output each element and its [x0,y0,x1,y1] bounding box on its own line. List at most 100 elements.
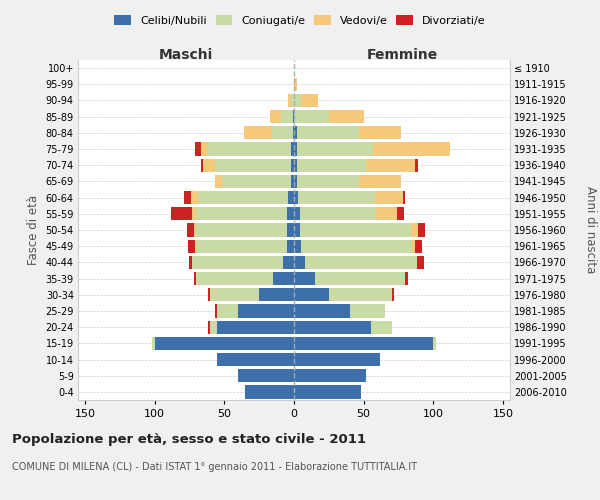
Bar [297,126,359,140]
Bar [359,175,401,188]
Bar [152,336,155,350]
Bar [194,224,196,236]
Bar [291,94,294,107]
Bar [196,240,287,253]
Bar [287,240,294,253]
Bar [294,175,297,188]
Bar [298,191,375,204]
Bar [375,191,403,204]
Text: COMUNE DI MILENA (CL) - Dati ISTAT 1° gennaio 2011 - Elaborazione TUTTITALIA.IT: COMUNE DI MILENA (CL) - Dati ISTAT 1° ge… [12,462,417,472]
Bar [371,320,392,334]
Text: Maschi: Maschi [159,48,213,62]
Bar [411,224,418,236]
Bar [297,142,373,156]
Bar [294,158,297,172]
Bar [315,272,406,285]
Bar [221,175,291,188]
Bar [406,272,408,285]
Bar [294,142,297,156]
Bar [190,256,192,269]
Bar [211,320,217,334]
Bar [376,207,397,220]
Bar [217,304,238,318]
Bar [273,272,294,285]
Legend: Celibi/Nubili, Coniugati/e, Vedovi/e, Divorziati/e: Celibi/Nubili, Coniugati/e, Vedovi/e, Di… [110,10,490,30]
Bar [293,126,294,140]
Bar [367,158,415,172]
Bar [294,369,367,382]
Text: Popolazione per età, sesso e stato civile - 2011: Popolazione per età, sesso e stato civil… [12,432,366,446]
Bar [195,142,200,156]
Bar [294,336,433,350]
Bar [208,142,291,156]
Bar [194,272,196,285]
Bar [211,288,259,302]
Bar [392,288,394,302]
Bar [294,386,361,398]
Bar [192,256,283,269]
Bar [238,369,294,382]
Bar [299,224,411,236]
Bar [215,158,291,172]
Bar [415,158,418,172]
Bar [217,320,294,334]
Bar [294,78,297,91]
Bar [215,175,221,188]
Bar [203,158,215,172]
Bar [188,240,195,253]
Bar [291,175,294,188]
Bar [293,110,294,124]
Bar [281,110,293,124]
Bar [294,191,298,204]
Bar [294,353,380,366]
Y-axis label: Anni di nascita: Anni di nascita [584,186,597,274]
Bar [294,94,301,107]
Bar [305,256,416,269]
Bar [350,304,385,318]
Bar [294,272,315,285]
Bar [299,207,376,220]
Y-axis label: Fasce di età: Fasce di età [27,195,40,265]
Bar [297,158,367,172]
Bar [329,110,364,124]
Bar [289,191,294,204]
Bar [329,288,392,302]
Bar [215,304,217,318]
Bar [272,126,293,140]
Bar [373,142,450,156]
Bar [301,240,412,253]
Bar [403,191,406,204]
Bar [294,110,329,124]
Bar [301,94,317,107]
Bar [291,158,294,172]
Bar [200,158,203,172]
Bar [294,288,329,302]
Bar [172,207,192,220]
Bar [418,224,425,236]
Bar [291,142,294,156]
Bar [191,191,198,204]
Bar [287,224,294,236]
Bar [192,207,196,220]
Bar [245,386,294,398]
Bar [196,224,287,236]
Bar [196,272,273,285]
Bar [271,110,281,124]
Bar [294,207,299,220]
Bar [208,288,211,302]
Bar [359,126,401,140]
Text: Femmine: Femmine [367,48,437,62]
Bar [294,224,299,236]
Bar [244,126,272,140]
Bar [294,320,371,334]
Bar [294,256,305,269]
Bar [415,240,422,253]
Bar [416,256,424,269]
Bar [208,320,211,334]
Bar [283,256,294,269]
Bar [433,336,436,350]
Bar [238,304,294,318]
Bar [184,191,191,204]
Bar [155,336,294,350]
Bar [195,240,196,253]
